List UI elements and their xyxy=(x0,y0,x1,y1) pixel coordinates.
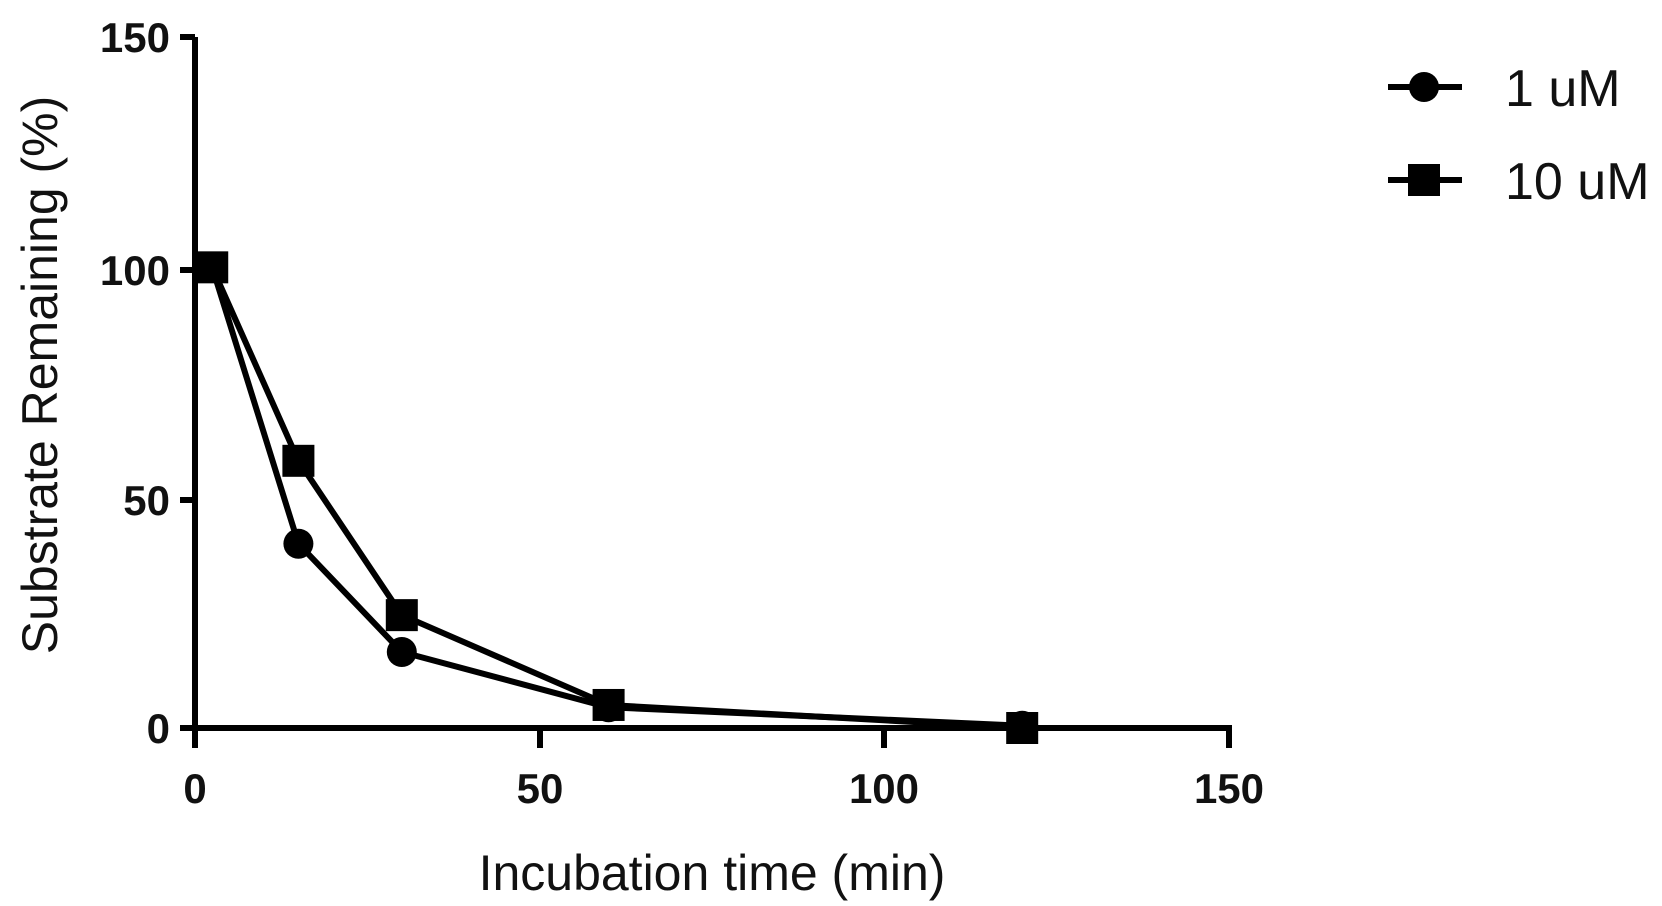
square-marker-icon xyxy=(1006,712,1039,744)
y-axis: 150 100 50 0 xyxy=(100,14,198,752)
x-tick-label: 0 xyxy=(183,765,206,812)
legend-item-1uM: 1 uM xyxy=(1388,60,1621,118)
square-marker-icon xyxy=(282,444,315,477)
circle-marker-icon xyxy=(283,528,314,559)
circle-marker-icon xyxy=(1409,72,1439,102)
series-line xyxy=(209,266,1023,729)
series-layer xyxy=(196,251,1039,744)
legend: 1 uM 10 uM xyxy=(1388,60,1650,211)
y-tick-label: 50 xyxy=(123,477,170,524)
x-tick-label: 50 xyxy=(517,765,564,812)
square-marker-icon xyxy=(592,688,625,721)
x-tick-label: 100 xyxy=(849,765,919,812)
legend-label: 1 uM xyxy=(1505,60,1621,118)
x-axis-title: Incubation time (min) xyxy=(479,845,946,901)
legend-label: 10 uM xyxy=(1505,153,1650,211)
series-10-uM xyxy=(196,251,1039,744)
circle-marker-icon xyxy=(386,636,417,667)
y-tick-label: 0 xyxy=(147,705,170,752)
square-marker-icon xyxy=(196,251,229,284)
legend-item-10uM: 10 uM xyxy=(1388,153,1650,211)
square-marker-icon xyxy=(385,599,418,632)
x-tick-label: 150 xyxy=(1194,765,1264,812)
x-axis: 0 50 100 150 xyxy=(180,725,1264,812)
series-line xyxy=(209,266,1023,731)
y-tick-label: 150 xyxy=(100,14,170,61)
y-axis-title: Substrate Remaining (%) xyxy=(12,96,68,655)
square-marker-icon xyxy=(1408,164,1440,196)
y-tick-label: 100 xyxy=(100,247,170,294)
